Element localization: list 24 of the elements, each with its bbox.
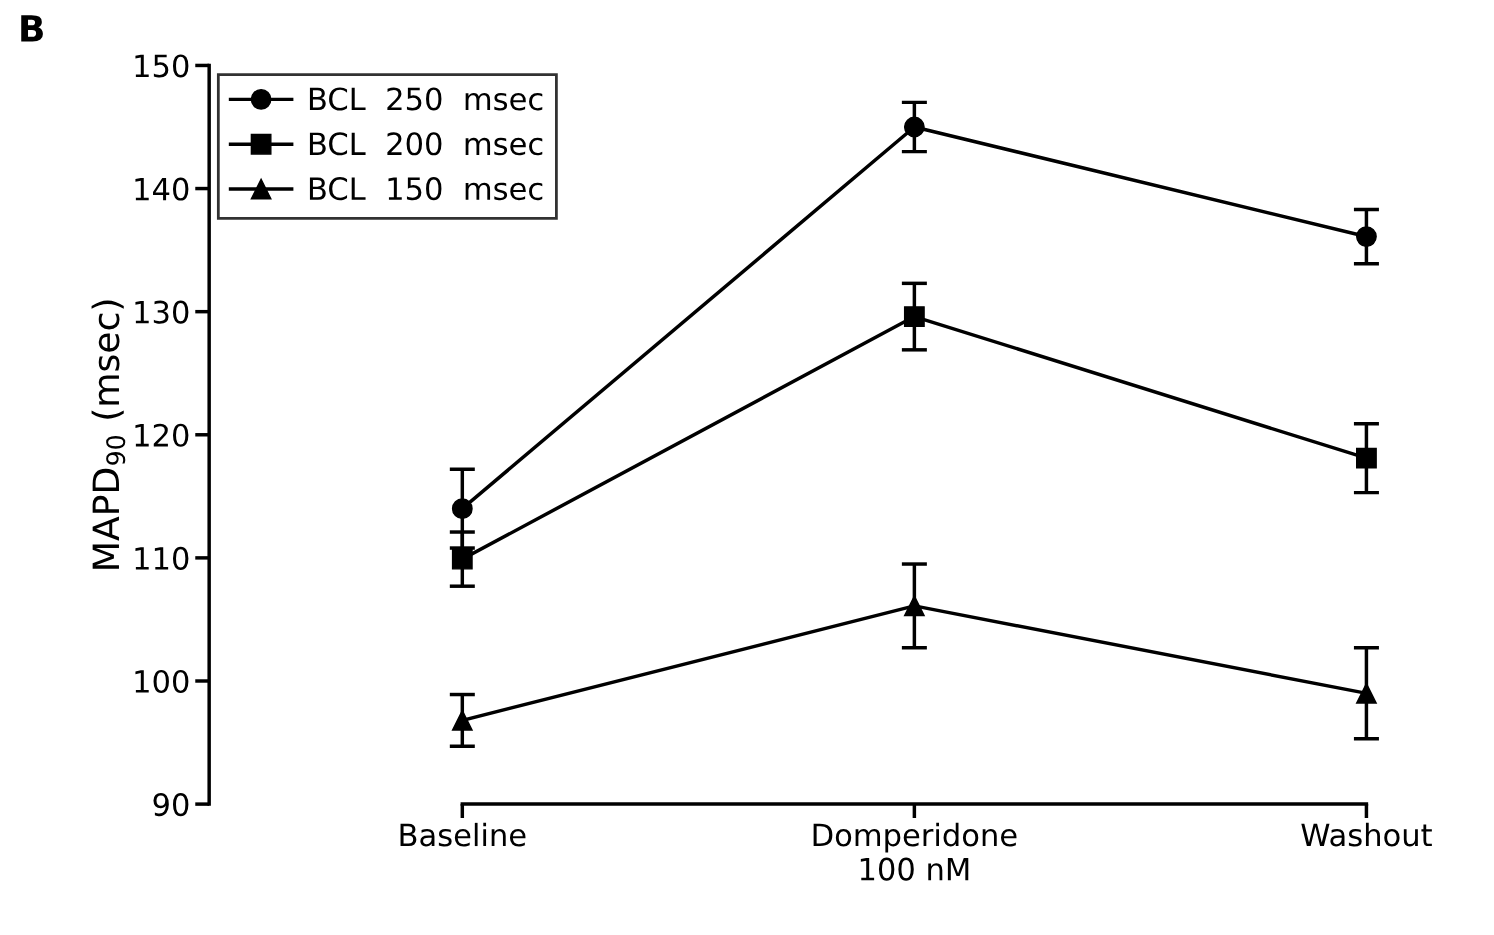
x-tick-label: Washout <box>1301 822 1432 847</box>
x-tick-label: Domperidone 100 nM <box>813 822 1017 881</box>
legend-label: BCL 250 msec <box>309 87 543 111</box>
y-tick-label: 130 <box>135 300 189 324</box>
y-tick-label: 140 <box>135 177 189 201</box>
y-tick-label: 110 <box>135 546 189 570</box>
point <box>451 548 473 570</box>
x-tick-label: Baseline <box>400 822 526 847</box>
point <box>903 595 925 617</box>
point <box>1356 447 1377 469</box>
y-tick-label: 120 <box>135 423 189 447</box>
point <box>451 709 473 731</box>
y-tick-label: 90 <box>153 793 189 817</box>
point <box>903 116 925 138</box>
legend-label: BCL 200 msec <box>309 132 543 156</box>
legend-label: BCL 150 msec <box>309 177 543 201</box>
y-tick-label: 100 <box>135 669 189 694</box>
point <box>1356 226 1377 247</box>
point <box>451 498 473 520</box>
y-tick-label: 150 <box>135 54 189 78</box>
point <box>903 306 925 328</box>
y-axis-title: MAPD$_{90}$ (msec) <box>91 300 126 569</box>
point <box>1356 682 1377 704</box>
text: B <box>21 15 43 42</box>
